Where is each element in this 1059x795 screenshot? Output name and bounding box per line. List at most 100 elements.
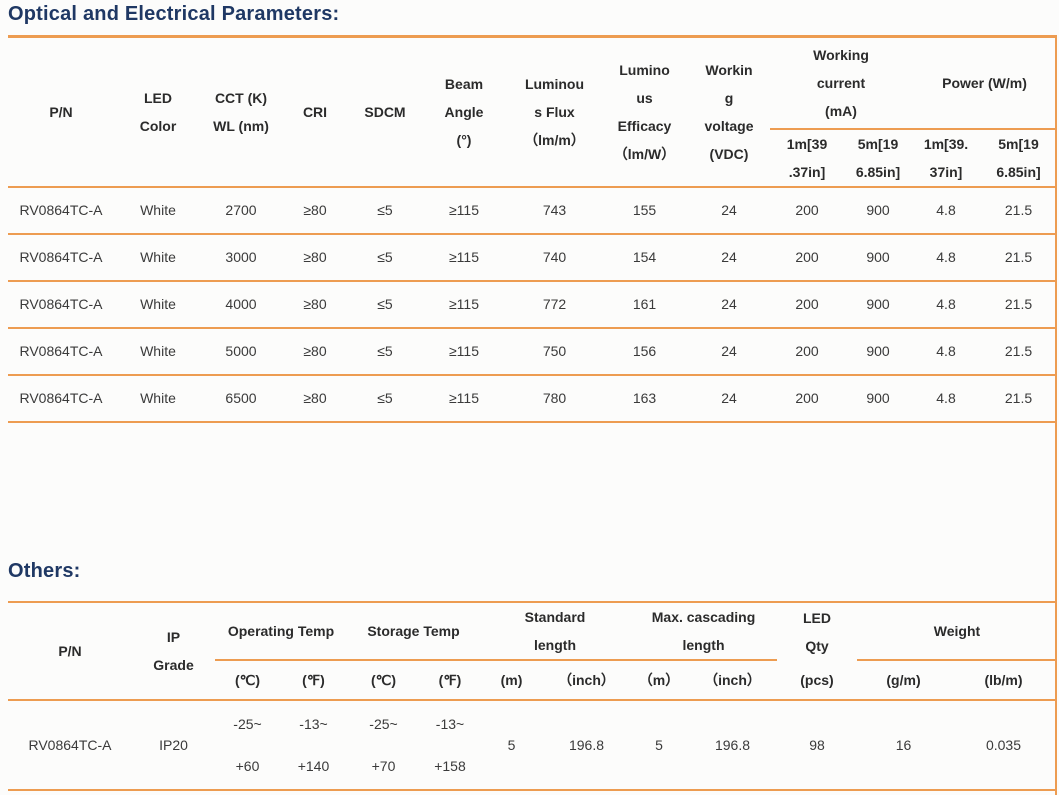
cell-led-color: White bbox=[114, 186, 202, 235]
cell-led-color: White bbox=[114, 374, 202, 423]
cell-pn: RV0864TC-A bbox=[8, 327, 114, 376]
header-working-current-group: Working current (mA) bbox=[770, 36, 912, 130]
cell-storage-temp-f: -13~ +158 bbox=[420, 700, 480, 791]
header-power-group: Power (W/m) bbox=[912, 36, 1057, 130]
header-pn: P/N bbox=[8, 36, 114, 188]
header-max-cascading-length-group: Max. cascading length bbox=[630, 602, 777, 661]
cell-wc-5m: 900 bbox=[844, 233, 912, 282]
cell-wc-5m: 900 bbox=[844, 186, 912, 235]
cell-wc-5m: 900 bbox=[844, 280, 912, 329]
cell-pn: RV0864TC-A bbox=[8, 280, 114, 329]
table-row: RV0864TC-A White 6500 ≥80 ≤5 ≥115 780 16… bbox=[8, 374, 1057, 423]
cell-led-qty: 98 bbox=[777, 700, 857, 791]
cell-luminous-flux: 750 bbox=[508, 327, 601, 376]
header-beam-angle: Beam Angle (°) bbox=[420, 36, 508, 188]
cell-cri: ≥80 bbox=[280, 186, 350, 235]
cell-power-1m: 4.8 bbox=[912, 186, 980, 235]
cell-power-1m: 4.8 bbox=[912, 280, 980, 329]
cell-cri: ≥80 bbox=[280, 374, 350, 423]
cell-beam-angle: ≥115 bbox=[420, 280, 508, 329]
cell-power-5m: 21.5 bbox=[980, 280, 1057, 329]
section-title-optical: Optical and Electrical Parameters: bbox=[8, 3, 340, 25]
header-power-5m: 5m[19 6.85in] bbox=[980, 128, 1057, 188]
header-storage-temp-f: (℉) bbox=[420, 660, 480, 701]
cell-weight-lbm: 0.035 bbox=[950, 700, 1057, 791]
cell-sdcm: ≤5 bbox=[350, 327, 420, 376]
cell-beam-angle: ≥115 bbox=[420, 327, 508, 376]
cell-operating-temp-f: -13~ +140 bbox=[280, 700, 347, 791]
cell-working-voltage: 24 bbox=[688, 327, 770, 376]
header-ip-grade: IP Grade bbox=[132, 602, 215, 701]
header-storage-temp-c: (℃) bbox=[347, 660, 420, 701]
optical-electrical-table: P/N LED Color CCT (K) WL (nm) CRI SDCM B… bbox=[8, 35, 1057, 423]
right-border-line bbox=[1055, 35, 1057, 795]
others-header-group-row: P/N IP Grade Operating Temp Storage Temp… bbox=[8, 602, 1057, 701]
header-standard-length-group: Standard length bbox=[480, 602, 630, 661]
header-working-voltage: Workin g voltage (VDC) bbox=[688, 36, 770, 188]
cell-working-voltage: 24 bbox=[688, 186, 770, 235]
header-led-qty: LED Qty bbox=[803, 609, 831, 654]
cell-led-color: White bbox=[114, 327, 202, 376]
cell-led-color: White bbox=[114, 233, 202, 282]
cell-weight-gm: 16 bbox=[857, 700, 950, 791]
cell-pn: RV0864TC-A bbox=[8, 233, 114, 282]
header-luminous-flux: Luminou s Flux （lm/m） bbox=[508, 36, 601, 188]
cell-wc-1m: 200 bbox=[770, 186, 844, 235]
cell-power-1m: 4.8 bbox=[912, 233, 980, 282]
header-cascading-length-inch: （inch） bbox=[688, 660, 777, 701]
cell-wc-5m: 900 bbox=[844, 374, 912, 423]
cell-luminous-flux: 740 bbox=[508, 233, 601, 282]
cell-luminous-efficacy: 161 bbox=[601, 280, 688, 329]
table-row: RV0864TC-A White 4000 ≥80 ≤5 ≥115 772 16… bbox=[8, 280, 1057, 329]
header-cascading-length-m: （m） bbox=[630, 660, 688, 701]
header-wc-1m: 1m[39 .37in] bbox=[770, 128, 844, 188]
header-luminous-efficacy: Lumino us Efficacy （lm/W） bbox=[601, 36, 688, 188]
header-wc-5m: 5m[19 6.85in] bbox=[844, 128, 912, 188]
cell-luminous-efficacy: 156 bbox=[601, 327, 688, 376]
cell-cascading-length-m: 5 bbox=[630, 700, 688, 791]
cell-standard-length-inch: 196.8 bbox=[543, 700, 630, 791]
cell-cascading-length-inch: 196.8 bbox=[688, 700, 777, 791]
table-row: RV0864TC-A White 3000 ≥80 ≤5 ≥115 740 15… bbox=[8, 233, 1057, 282]
cell-cct: 4000 bbox=[202, 280, 280, 329]
cell-luminous-flux: 772 bbox=[508, 280, 601, 329]
cell-beam-angle: ≥115 bbox=[420, 186, 508, 235]
cell-ip-grade: IP20 bbox=[132, 700, 215, 791]
others-header-sub-row: (℃) (℉) (℃) (℉) (m) （inch） （m） （inch） (p… bbox=[8, 660, 1057, 701]
section-title-others: Others: bbox=[8, 560, 81, 582]
cell-working-voltage: 24 bbox=[688, 374, 770, 423]
cell-pn: RV0864TC-A bbox=[8, 374, 114, 423]
cell-luminous-efficacy: 163 bbox=[601, 374, 688, 423]
header-weight-group: Weight bbox=[857, 602, 1057, 661]
cell-beam-angle: ≥115 bbox=[420, 374, 508, 423]
cell-wc-1m: 200 bbox=[770, 374, 844, 423]
cell-sdcm: ≤5 bbox=[350, 233, 420, 282]
header-operating-temp-f: (℉) bbox=[280, 660, 347, 701]
cell-cri: ≥80 bbox=[280, 233, 350, 282]
cell-wc-1m: 200 bbox=[770, 233, 844, 282]
cell-cct: 3000 bbox=[202, 233, 280, 282]
cell-sdcm: ≤5 bbox=[350, 374, 420, 423]
header-operating-temp-c: (℃) bbox=[215, 660, 280, 701]
header-storage-temp-group: Storage Temp bbox=[347, 602, 480, 661]
header-pn: P/N bbox=[8, 602, 132, 701]
cell-working-voltage: 24 bbox=[688, 233, 770, 282]
cell-power-1m: 4.8 bbox=[912, 327, 980, 376]
cell-beam-angle: ≥115 bbox=[420, 233, 508, 282]
cell-power-5m: 21.5 bbox=[980, 233, 1057, 282]
cell-wc-5m: 900 bbox=[844, 327, 912, 376]
cell-cct: 2700 bbox=[202, 186, 280, 235]
cell-storage-temp-c: -25~ +70 bbox=[347, 700, 420, 791]
cell-luminous-flux: 780 bbox=[508, 374, 601, 423]
header-standard-length-m: (m) bbox=[480, 660, 543, 701]
cell-power-5m: 21.5 bbox=[980, 374, 1057, 423]
header-operating-temp-group: Operating Temp bbox=[215, 602, 347, 661]
cell-standard-length-m: 5 bbox=[480, 700, 543, 791]
others-table: P/N IP Grade Operating Temp Storage Temp… bbox=[8, 601, 1057, 791]
cell-pn: RV0864TC-A bbox=[8, 700, 132, 791]
cell-power-5m: 21.5 bbox=[980, 186, 1057, 235]
cell-wc-1m: 200 bbox=[770, 327, 844, 376]
cell-led-color: White bbox=[114, 280, 202, 329]
cell-cri: ≥80 bbox=[280, 280, 350, 329]
cell-sdcm: ≤5 bbox=[350, 186, 420, 235]
